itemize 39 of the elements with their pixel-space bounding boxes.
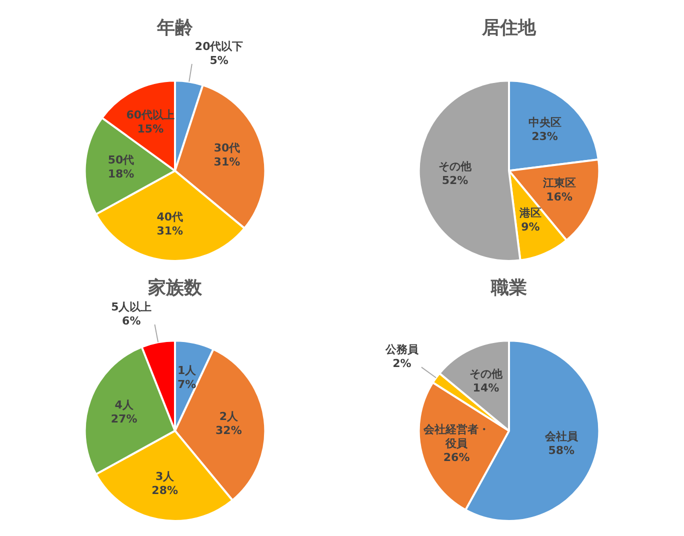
chart-title: 居住地 — [481, 17, 537, 38]
data-label: 52% — [442, 174, 468, 188]
slice-label: その他 — [469, 368, 504, 381]
data-label: 5% — [210, 54, 228, 67]
slice-label: 会社経営者・役員 — [422, 423, 490, 450]
chart-title: 職業 — [490, 277, 527, 298]
data-label: 14% — [472, 382, 500, 395]
chart-title: 家族数 — [147, 277, 203, 298]
slice-label: 40代 — [156, 210, 184, 224]
slice-label: 会社員 — [544, 430, 579, 444]
data-label: 9% — [521, 220, 540, 234]
data-label: 2% — [392, 357, 412, 370]
data-label: 27% — [110, 412, 138, 426]
data-label: 31% — [156, 224, 184, 238]
slice-label: 港区 — [518, 206, 542, 220]
slice-label: 2人 — [219, 410, 240, 423]
data-label: 16% — [546, 190, 572, 204]
slice-label: 30代 — [214, 142, 240, 155]
slice-label: 5人以上 — [111, 300, 152, 314]
chart-title: 年齢 — [156, 17, 194, 38]
data-label: 58% — [548, 444, 575, 458]
data-label: 31% — [214, 156, 240, 169]
slice-label: その他 — [438, 160, 472, 174]
data-label: 7% — [177, 378, 196, 391]
slice-label: 20代以下 — [194, 40, 244, 53]
slice-label: 江東区 — [542, 176, 576, 190]
slice-label: 4人 — [114, 398, 134, 412]
data-label: 6% — [122, 314, 141, 328]
data-label: 26% — [443, 451, 470, 464]
slice-label: 中央区 — [528, 116, 562, 130]
data-label: 28% — [152, 484, 178, 497]
slice-label: 1人 — [177, 364, 198, 377]
slice-label: 公務員 — [384, 343, 420, 356]
data-label: 15% — [137, 122, 164, 136]
data-label: 18% — [108, 167, 134, 180]
data-label: 23% — [532, 130, 558, 144]
data-label: 32% — [216, 424, 242, 437]
slice-label: 50代 — [108, 153, 134, 166]
slice-label: 3人 — [156, 470, 176, 483]
